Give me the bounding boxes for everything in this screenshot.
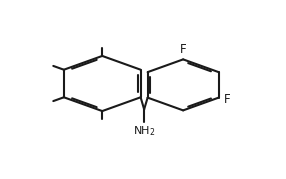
Text: F: F xyxy=(224,93,231,106)
Text: NH$_2$: NH$_2$ xyxy=(133,124,155,138)
Text: F: F xyxy=(180,43,186,56)
